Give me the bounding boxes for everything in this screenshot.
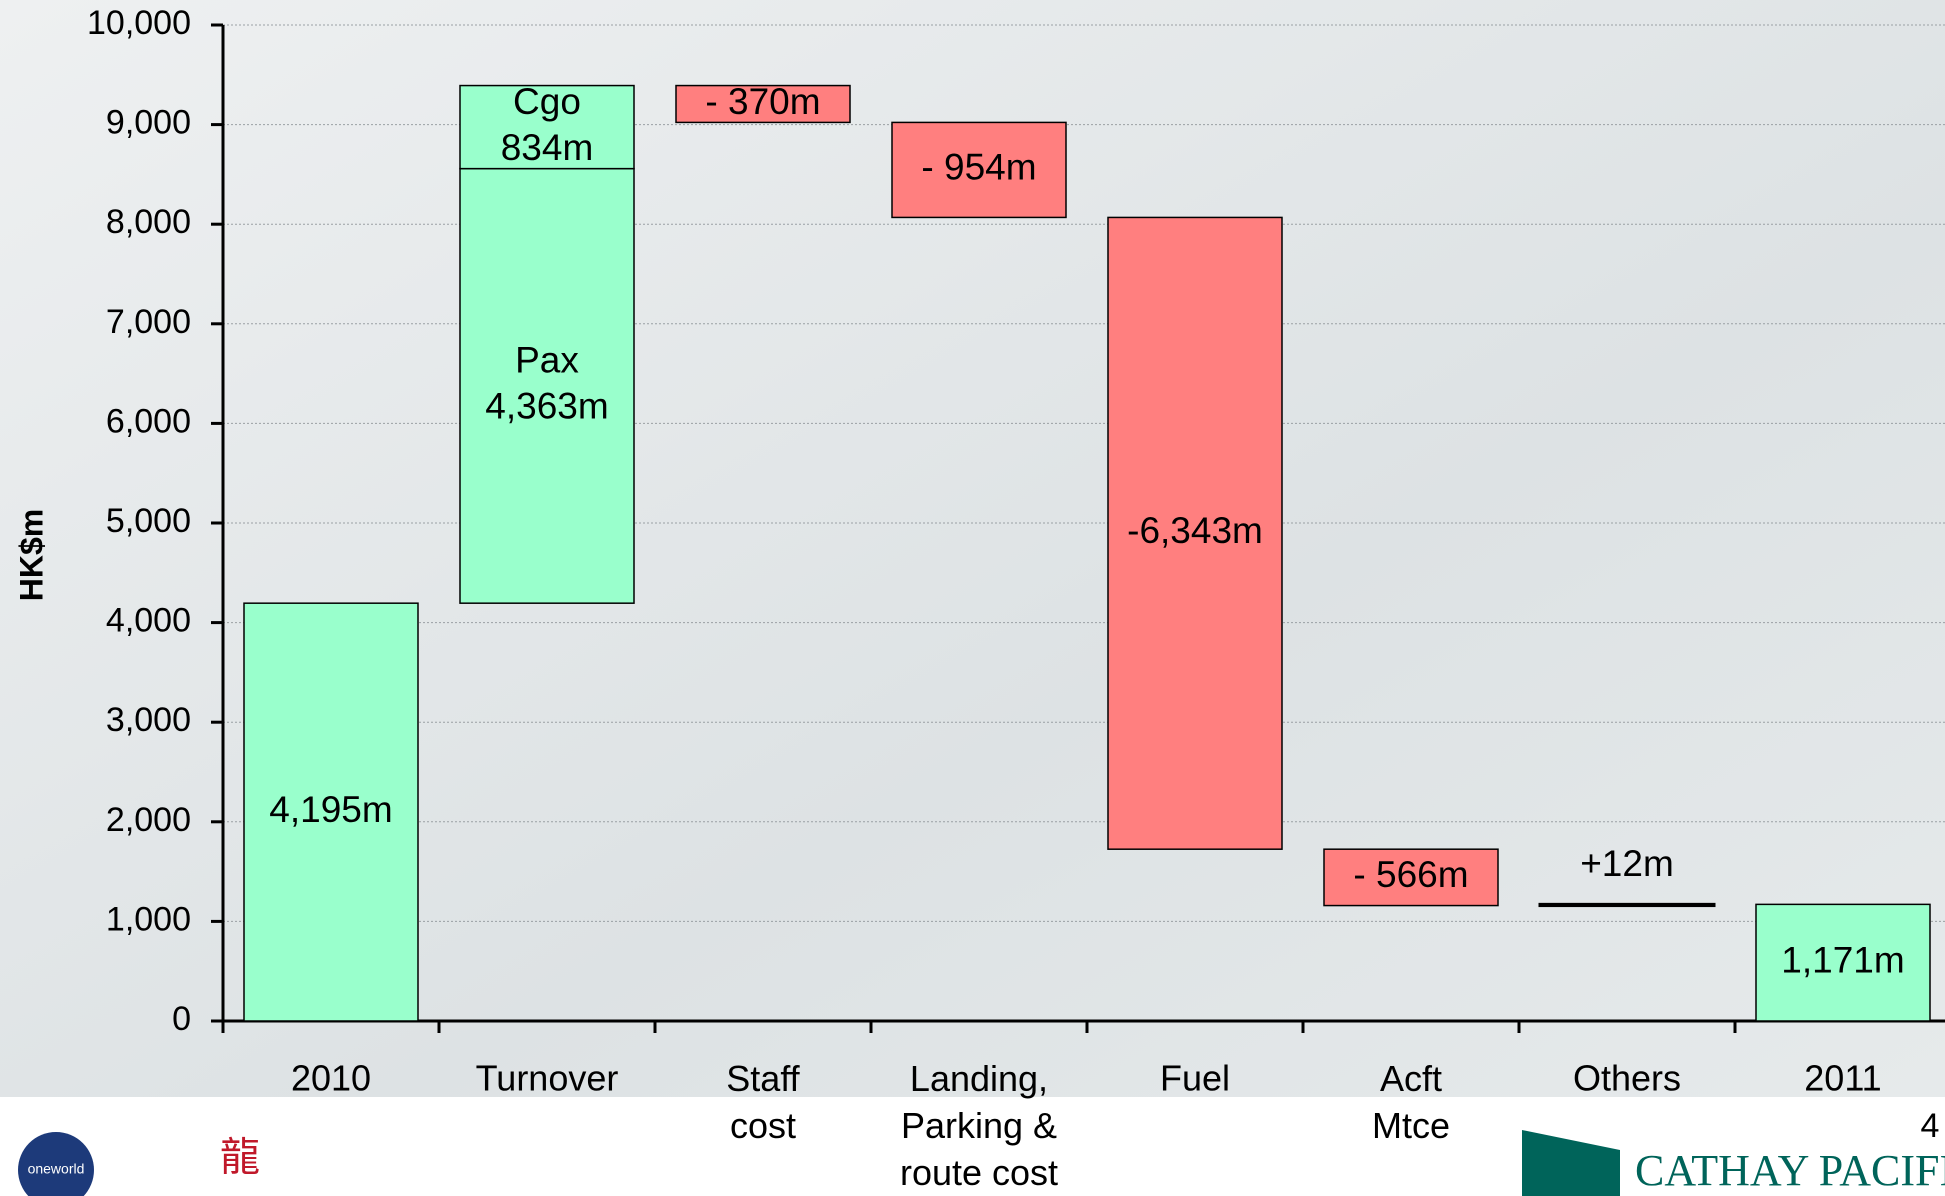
value-label: +12m: [1580, 843, 1674, 884]
alliance-logo: [18, 1132, 94, 1196]
brand-logo: [1522, 1130, 1620, 1196]
value-label: -6,343m: [1127, 510, 1263, 551]
y-tick-label: 3,000: [106, 701, 191, 739]
x-tick-label: Staff cost: [726, 1058, 800, 1146]
y-tick-label: 4,000: [106, 602, 191, 640]
page-number: 4: [1921, 1107, 1940, 1145]
bar: [1538, 902, 1716, 908]
y-tick-label: 5,000: [106, 502, 191, 540]
value-label: - 566m: [1353, 854, 1468, 895]
bar: [459, 167, 635, 604]
y-tick-label: 0: [172, 1000, 191, 1038]
y-tick-label: 2,000: [106, 801, 191, 839]
x-tick-label: 2011: [1804, 1058, 1881, 1099]
bar: [1323, 848, 1499, 907]
x-tick-label: Acft Mtce: [1372, 1058, 1450, 1146]
y-tick-label: 7,000: [106, 303, 191, 341]
y-tick-label: 6,000: [106, 402, 191, 440]
x-tick-label: Fuel: [1160, 1058, 1230, 1099]
alliance-name: oneworld: [28, 1161, 85, 1177]
value-label: 4,363m: [485, 386, 608, 427]
bar: [891, 121, 1067, 219]
footer-band: [0, 1097, 1945, 1196]
value-label: - 370m: [705, 81, 820, 122]
bar: [1107, 216, 1283, 850]
brand-name: CATHAY PACIFIC: [1635, 1146, 1945, 1195]
y-tick-label: 8,000: [106, 203, 191, 241]
bar: [675, 84, 851, 124]
value-label: - 954m: [921, 147, 1036, 188]
x-tick-label: Landing, Parking & route cost: [900, 1058, 1058, 1193]
y-tick-label: 10,000: [87, 4, 191, 42]
y-axis-label: HK$m: [13, 509, 49, 601]
dragon-logo: 龍: [220, 1136, 260, 1180]
x-tick-label: Others: [1573, 1058, 1681, 1099]
value-label: 834m: [501, 127, 594, 168]
x-tick-label: Turnover: [476, 1058, 619, 1099]
value-label: 4,195m: [269, 789, 392, 830]
segment-name: Cgo: [513, 81, 581, 122]
bar: [459, 84, 635, 170]
x-tick-label: 2010: [291, 1058, 371, 1099]
bar: [243, 602, 419, 1022]
value-label: 1,171m: [1781, 939, 1904, 980]
bar: [1755, 903, 1931, 1022]
y-tick-label: 1,000: [106, 900, 191, 938]
segment-name: Pax: [515, 340, 579, 381]
y-tick-label: 9,000: [106, 104, 191, 142]
